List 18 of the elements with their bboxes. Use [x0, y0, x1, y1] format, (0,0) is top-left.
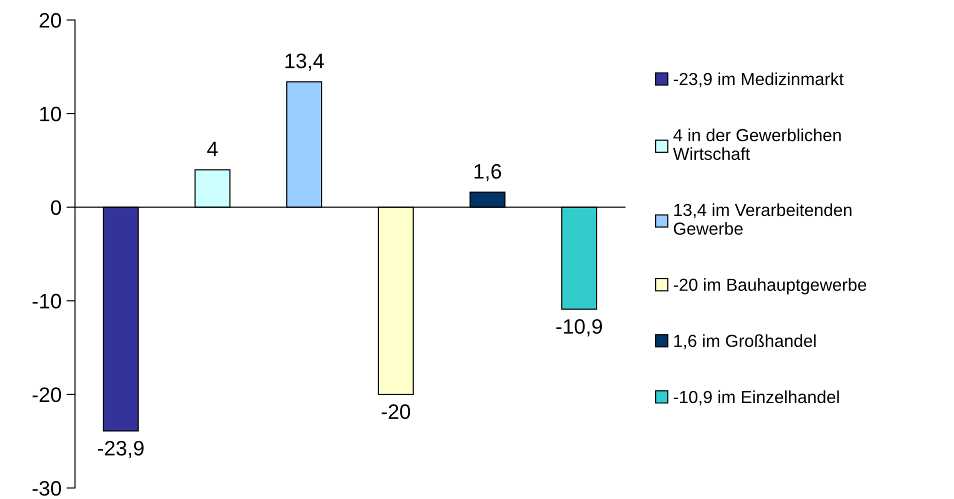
y-tick-label: -30 [32, 481, 61, 496]
y-tick-label: 0 [51, 200, 61, 215]
y-tick-label: -10 [32, 294, 61, 309]
y-tick-label: 10 [40, 106, 61, 122]
data-label: 4 [207, 142, 218, 156]
y-tick-label: 20 [40, 13, 61, 28]
legend-label: -10,9 im Einzelhandel [674, 390, 839, 406]
legend-label: 4 in der Gewerblichen Wirtschaft [673, 128, 841, 160]
data-label: 1,6 [474, 164, 502, 182]
data-label: -10,9 [556, 319, 602, 336]
y-tick-label: -20 [32, 387, 61, 402]
data-label: 13,4 [285, 54, 324, 71]
data-label: -20 [382, 404, 410, 420]
legend-label: -23,9 im Medizinmarkt [674, 72, 844, 88]
legend-label: -20 im Bauhauptgewerbe [674, 278, 866, 294]
data-label: -23,9 [98, 440, 144, 458]
legend-label: 1,6 im Großhandel [674, 334, 816, 350]
legend-label: 13,4 im Verarbeitenden Gewerbe [674, 203, 852, 235]
